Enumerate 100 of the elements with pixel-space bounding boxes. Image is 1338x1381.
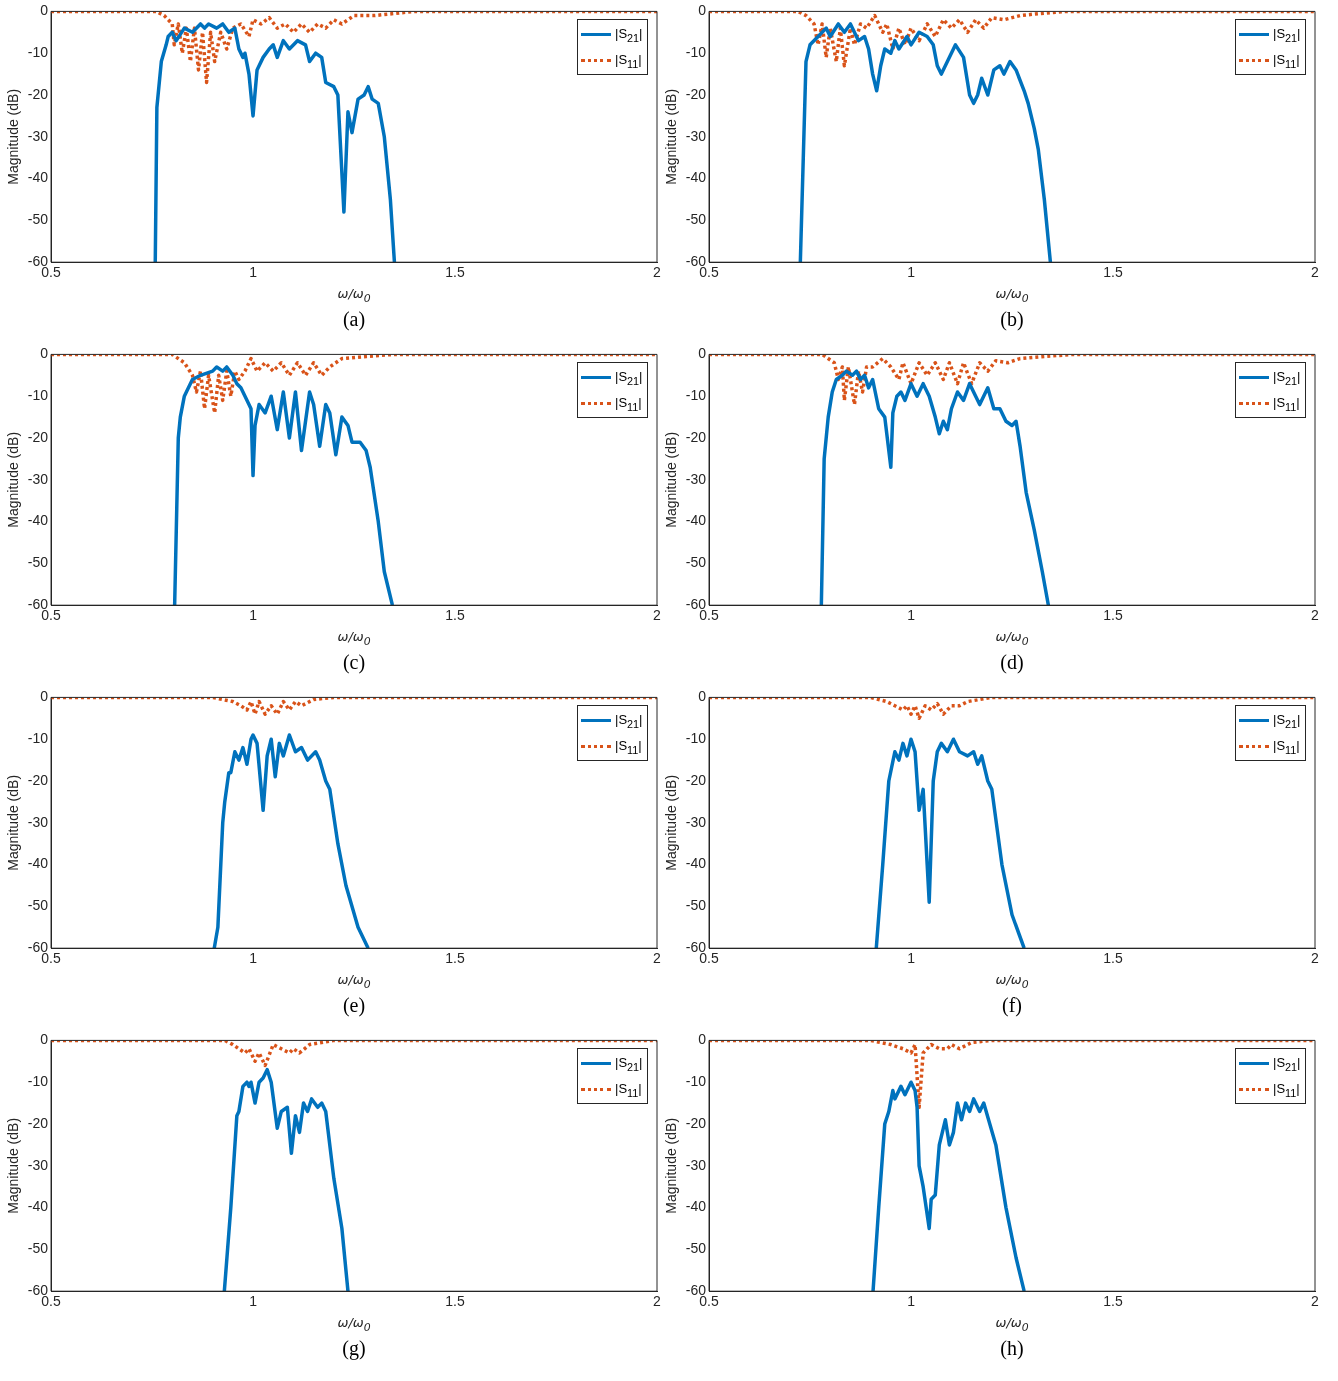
y-tick-label: -50 xyxy=(685,211,707,228)
y-tick-label: -30 xyxy=(27,813,49,830)
y-axis-title: Magnitude (dB) xyxy=(5,774,22,871)
line-series xyxy=(709,1040,1315,1110)
legend-label: |S$_{11}$| xyxy=(1273,1080,1300,1099)
legend-label: |S$_{11}$| xyxy=(615,51,642,70)
y-tick-label: -20 xyxy=(27,85,49,102)
x-tick-label: 1 xyxy=(249,607,258,624)
x-tick-label: 1.5 xyxy=(445,950,465,967)
y-tick-label: -20 xyxy=(27,428,49,445)
x-tick-label: 2 xyxy=(1311,950,1320,967)
legend-label: |S$_{11}$| xyxy=(1273,51,1300,70)
y-tick-label: -40 xyxy=(27,169,49,186)
y-tick-label: -50 xyxy=(27,897,49,914)
text: (b) xyxy=(1000,308,1024,331)
legend-label: |S$_{21}$| xyxy=(615,1054,643,1073)
y-tick-label: -10 xyxy=(27,730,49,747)
legend-label: |S$_{21}$| xyxy=(1273,25,1301,44)
text: (g) xyxy=(342,1337,366,1360)
y-tick-label: -20 xyxy=(685,771,707,788)
x-axis-title: ω/ω$_{0}$ xyxy=(337,972,371,991)
x-tick-label: 2 xyxy=(1311,264,1320,281)
y-tick-label: 0 xyxy=(698,688,707,705)
legend-label: |S$_{11}$| xyxy=(615,737,642,756)
y-tick-label: -50 xyxy=(27,211,49,228)
y-tick-label: -40 xyxy=(27,855,49,872)
x-tick-label: 1.5 xyxy=(445,607,465,624)
x-tick-label: 2 xyxy=(653,1293,662,1310)
y-tick-label: -50 xyxy=(27,554,49,571)
text: (a) xyxy=(342,308,366,331)
x-tick-label: 1 xyxy=(249,264,258,281)
y-tick-label: -30 xyxy=(27,127,49,144)
y-tick-label: -30 xyxy=(27,470,49,487)
y-axis-title: Magnitude (dB) xyxy=(5,88,22,185)
y-tick-label: -30 xyxy=(685,127,707,144)
legend-label: |S$_{11}$| xyxy=(1273,737,1300,756)
y-tick-label: -10 xyxy=(685,1073,707,1090)
x-tick-label: 1.5 xyxy=(1103,264,1123,281)
x-tick-label: 1.5 xyxy=(445,1293,465,1310)
y-axis-title: Magnitude (dB) xyxy=(663,1117,680,1214)
y-tick-label: 0 xyxy=(698,345,707,362)
y-tick-label: 0 xyxy=(40,688,49,705)
x-axis-title: ω/ω$_{0}$ xyxy=(995,1315,1029,1334)
x-axis-title: ω/ω$_{0}$ xyxy=(995,286,1029,305)
legend-label: |S$_{21}$| xyxy=(615,368,643,387)
x-tick-label: 1 xyxy=(907,1293,916,1310)
y-axis-title: Magnitude (dB) xyxy=(5,1117,22,1214)
text: (f) xyxy=(1002,994,1023,1017)
y-tick-label: -40 xyxy=(27,512,49,529)
y-tick-label: -40 xyxy=(685,512,707,529)
x-tick-label: 1.5 xyxy=(1103,1293,1123,1310)
line-series xyxy=(51,354,657,415)
y-tick-label: -20 xyxy=(27,771,49,788)
x-tick-label: 2 xyxy=(1311,1293,1320,1310)
x-axis-title: ω/ω$_{0}$ xyxy=(995,629,1029,648)
x-tick-label: 1.5 xyxy=(445,264,465,281)
legend-label: |S$_{11}$| xyxy=(615,1080,642,1099)
y-tick-label: -50 xyxy=(685,554,707,571)
y-tick-label: -50 xyxy=(685,1240,707,1257)
y-tick-label: -10 xyxy=(27,44,49,61)
y-tick-label: -20 xyxy=(685,85,707,102)
x-axis-title: ω/ω$_{0}$ xyxy=(337,1315,371,1334)
legend-label: |S$_{21}$| xyxy=(615,25,643,44)
x-tick-label: 1.5 xyxy=(1103,607,1123,624)
x-tick-label: 2 xyxy=(1311,607,1320,624)
text: (c) xyxy=(342,651,366,674)
y-tick-label: -10 xyxy=(685,44,707,61)
line-series xyxy=(51,11,657,85)
x-tick-label: 1 xyxy=(249,950,258,967)
x-tick-label: 1.5 xyxy=(1103,950,1123,967)
y-tick-label: -10 xyxy=(685,387,707,404)
y-tick-label: -40 xyxy=(685,169,707,186)
y-tick-label: -40 xyxy=(685,1198,707,1215)
text: (e) xyxy=(342,994,366,1017)
y-tick-label: 0 xyxy=(40,2,49,19)
x-tick-label: 2 xyxy=(653,264,662,281)
x-tick-label: 1 xyxy=(907,607,916,624)
y-axis-title: Magnitude (dB) xyxy=(5,431,22,528)
y-tick-label: -10 xyxy=(27,1073,49,1090)
x-axis-title: ω/ω$_{0}$ xyxy=(337,286,371,305)
y-tick-label: -30 xyxy=(685,1156,707,1173)
legend-label: |S$_{21}$| xyxy=(1273,1054,1301,1073)
y-tick-label: -40 xyxy=(27,1198,49,1215)
x-tick-label: 2 xyxy=(653,607,662,624)
x-tick-label: 2 xyxy=(653,950,662,967)
legend-label: |S$_{11}$| xyxy=(1273,394,1300,413)
x-tick-label: 1 xyxy=(907,264,916,281)
y-tick-label: -30 xyxy=(685,470,707,487)
y-tick-label: -10 xyxy=(685,730,707,747)
x-tick-label: 1 xyxy=(249,1293,258,1310)
y-tick-label: -50 xyxy=(685,897,707,914)
line-series xyxy=(709,11,1315,68)
y-tick-label: -30 xyxy=(27,1156,49,1173)
y-tick-label: 0 xyxy=(698,2,707,19)
legend-label: |S$_{21}$| xyxy=(1273,711,1301,730)
y-tick-label: -40 xyxy=(685,855,707,872)
text: (d) xyxy=(1000,651,1024,674)
text: (h) xyxy=(1000,1337,1024,1360)
line-series xyxy=(51,697,657,716)
x-tick-label: 1 xyxy=(907,950,916,967)
